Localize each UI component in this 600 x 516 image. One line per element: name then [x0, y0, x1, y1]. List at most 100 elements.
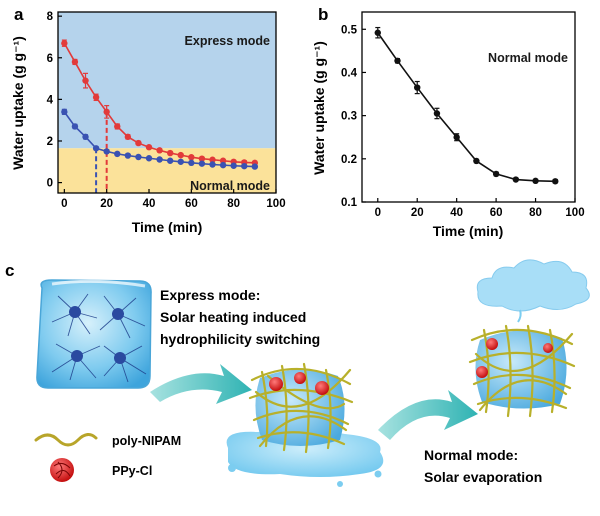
- chart-a-region-0: [58, 12, 276, 149]
- chart-a-series-1-point-12: [188, 159, 195, 167]
- chart-b-series-0-point-4: [453, 134, 460, 141]
- legend-poly-nipam-label: poly-NIPAM: [112, 434, 181, 448]
- curved-arrow-2: [378, 390, 478, 440]
- chart-b-series: [374, 26, 559, 185]
- poly-nipam-icon: [34, 433, 98, 447]
- chart-b-series-0-point-6: [492, 170, 500, 178]
- chart-a-y-tick-label-4: 8: [47, 11, 54, 23]
- chart-b-y-tick-label-0: 0.1: [341, 197, 358, 209]
- chart-b-series-0-point-8: [532, 177, 539, 185]
- chart-b-x-tick-label-3: 60: [490, 207, 503, 219]
- chart-b-annotation: Normal mode: [488, 51, 568, 65]
- chart-b-y-tick-label-4: 0.5: [341, 24, 358, 36]
- chart-a-x-tick-label-3: 60: [185, 198, 198, 210]
- chart-a-y-axis-label: Water uptake (g g⁻¹): [10, 36, 26, 170]
- express-hydrogel: [226, 362, 384, 487]
- chart-a-regions: [58, 12, 276, 193]
- chart-a-axes: 0 20 40 60 80 100 0 2 4 6 8: [47, 11, 286, 210]
- illustration: poly-NIPAM PPy-Cl Express mode: Solar he…: [34, 259, 590, 487]
- normal-hydrogel: [468, 259, 590, 418]
- chart-b-frame: [361, 11, 576, 203]
- chart-a-series-0-point-12: [188, 154, 195, 161]
- chart-b-series-0-point-3: [433, 110, 441, 117]
- chart-a-series-1-point-3: [92, 145, 100, 152]
- chart-a-series-1-point-0: [61, 108, 68, 116]
- chart-a: 0 20 40 60 80 100 0 2 4 6 8 Express mode Normal mo…: [10, 11, 286, 235]
- chart-a-series-0-point-14: [209, 156, 216, 163]
- chart-b-axes: 0 20 40 60 80 100 0.1 0.2 0.3 0.4 0.5: [341, 24, 585, 219]
- chart-a-series-1-point-7: [135, 153, 142, 161]
- chart-b-x-tick-label-5: 100: [565, 207, 584, 219]
- chart-a-x-tick-label-5: 100: [266, 198, 285, 210]
- normal-mode-title: Normal mode:: [424, 447, 518, 463]
- chart-b-y-tick-label-3: 0.4: [341, 67, 358, 79]
- panel-label-a: a: [14, 5, 24, 24]
- ppy-cl-icon: [50, 458, 74, 482]
- curved-arrow-1: [150, 364, 252, 404]
- chart-a-series-1-point-10: [166, 157, 174, 164]
- chart-a-series-1-point-18: [251, 163, 259, 170]
- chart-b-series-0-point-9: [552, 178, 559, 185]
- chart-a-region-label-normal: Normal mode: [190, 179, 270, 193]
- express-mode-line-2: Solar heating induced: [160, 309, 306, 325]
- chart-a-x-axis-label: Time (min): [132, 219, 203, 235]
- chart-a-series-1-point-6: [124, 152, 132, 159]
- chart-a-series-0-point-11: [177, 151, 184, 159]
- chart-a-series-1-point-1: [71, 123, 79, 130]
- chart-a-y-tick-label-2: 4: [47, 94, 54, 106]
- vapor-cloud-icon: [476, 259, 590, 312]
- chart-a-x-tick-label-1: 20: [100, 198, 113, 210]
- chart-b-series-0-point-1: [394, 57, 401, 64]
- express-mode-line-3: hydrophilicity switching: [160, 331, 320, 347]
- chart-b-series-0-point-5: [473, 157, 480, 165]
- chart-a-series-1-point-17: [241, 162, 248, 170]
- chart-a-series-1-point-16: [230, 162, 237, 169]
- normal-mode-line-2: Solar evaporation: [424, 469, 542, 485]
- chart-a-series-0-point-2: [82, 77, 89, 84]
- chart-a-region-label-express: Express mode: [185, 34, 271, 48]
- chart-a-series-1-point-13: [198, 160, 206, 167]
- chart-a-y-tick-label-3: 6: [47, 53, 53, 65]
- chart-a-y-tick-label-0: 0: [47, 178, 53, 190]
- chart-b-x-tick-label-0: 0: [375, 207, 381, 219]
- ppy-cluster: [269, 372, 329, 395]
- chart-a-series-1-point-4: [103, 148, 110, 155]
- chart-a-series-0-point-1: [71, 58, 79, 66]
- chart-a-region-1: [58, 148, 276, 193]
- chart-b-y-tick-label-1: 0.2: [341, 154, 357, 166]
- chart-a-series-0-point-10: [166, 149, 174, 157]
- chart-b-x-tick-label-4: 80: [529, 207, 542, 219]
- chart-a-series: [61, 39, 259, 170]
- chart-a-series-1-point-5: [114, 150, 121, 158]
- chart-b-series-0-line: [377, 32, 556, 183]
- chart-a-series-0-point-13: [198, 155, 206, 162]
- chart-a-series-1-point-14: [209, 161, 216, 168]
- chart-b-series-0-point-0: [374, 29, 381, 36]
- panel-label-b: b: [318, 5, 328, 24]
- chart-a-x-tick-label-4: 80: [227, 198, 240, 210]
- express-mode-title: Express mode:: [160, 287, 260, 303]
- swollen-hydrogel: [36, 279, 152, 389]
- chart-b-x-axis-label: Time (min): [433, 223, 504, 239]
- chart-a-series-0-point-0: [61, 40, 68, 47]
- chart-a-y-tick-label-1: 2: [47, 136, 53, 148]
- chart-a-frame: [57, 11, 277, 194]
- chart-a-series-0-point-4: [103, 108, 110, 116]
- chart-b-y-axis-label: Water uptake (g g⁻¹): [311, 41, 327, 175]
- chart-a-series-0-point-3: [92, 94, 100, 101]
- chart-a-x-tick-label-0: 0: [61, 198, 67, 210]
- chart-b-series-0-point-7: [512, 176, 520, 183]
- chart-a-series-0-point-8: [145, 144, 153, 151]
- chart-a-series-1-point-9: [156, 156, 163, 163]
- chart-a-series-0-point-7: [135, 139, 142, 147]
- chart-b-y-tick-label-2: 0.3: [341, 111, 357, 123]
- chart-b-x-tick-label-1: 20: [411, 207, 424, 219]
- chart-a-series-1-point-15: [219, 161, 227, 169]
- chart-a-series-1-point-8: [145, 155, 153, 162]
- chart-a-series-1-point-11: [177, 158, 184, 165]
- chart-a-series-0-point-5: [114, 123, 121, 130]
- panel-label-c: c: [5, 261, 14, 280]
- chart-a-x-tick-label-2: 40: [143, 198, 156, 210]
